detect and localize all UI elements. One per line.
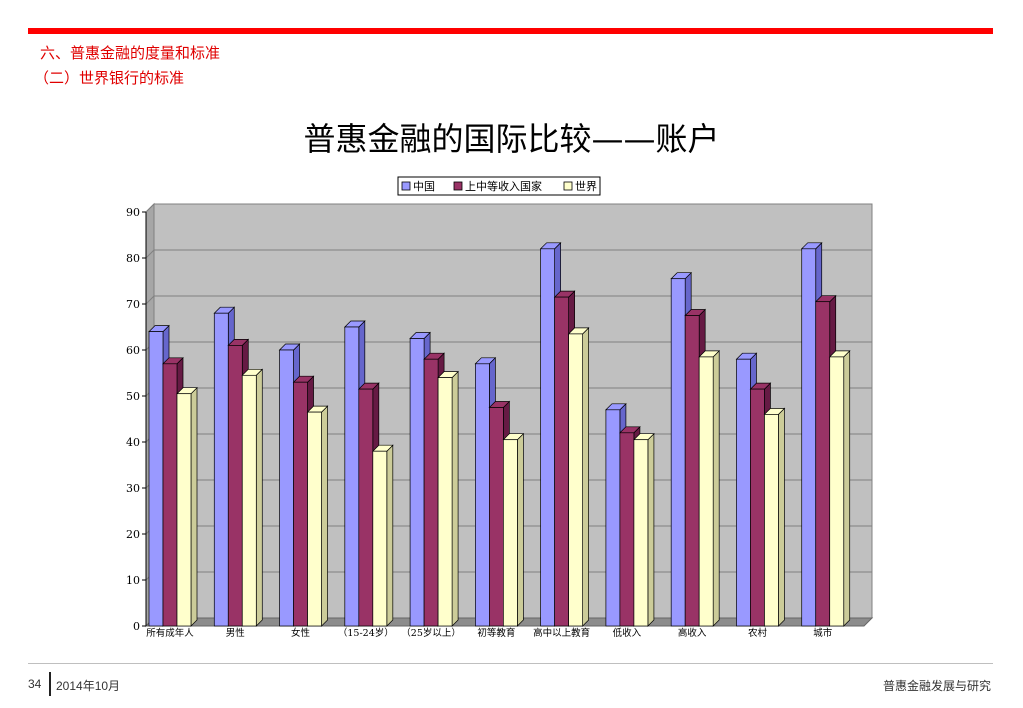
bar-side: [386, 444, 394, 627]
bar-side: [255, 368, 263, 627]
top-accent-bar: [28, 28, 993, 34]
bar: [279, 349, 294, 627]
footer-divider: [28, 663, 993, 664]
bar-side: [712, 350, 720, 627]
bar: [241, 374, 257, 627]
x-tick-label: 高收入: [678, 627, 707, 639]
gridline-side: [145, 295, 155, 305]
y-tick-label: 30: [126, 482, 140, 495]
bar: [503, 439, 518, 627]
bar: [633, 439, 649, 627]
footer-organization: 普惠金融发展与研究: [882, 679, 991, 693]
bar: [670, 278, 686, 627]
y-tick-label: 90: [126, 206, 140, 219]
bar: [736, 358, 751, 627]
gridline-side: [145, 249, 155, 259]
footer-separator: [49, 672, 51, 696]
x-tick-label: （15-24岁）: [338, 627, 394, 639]
bar-side: [843, 350, 851, 627]
bar-side: [582, 327, 589, 627]
y-tick-label: 70: [126, 298, 140, 311]
y-tick-label: 20: [126, 528, 140, 541]
y-tick-label: 80: [126, 252, 140, 265]
x-tick-label: 男性: [226, 627, 246, 639]
bar-side: [190, 386, 198, 627]
legend-swatch: [401, 181, 411, 191]
bar: [605, 409, 621, 627]
subsection-title: （二）世界银行的标准: [34, 69, 185, 87]
bar: [307, 411, 322, 627]
bar-side: [451, 370, 459, 627]
x-tick-label: 女性: [291, 627, 311, 639]
legend-swatch: [453, 181, 463, 191]
bar: [554, 296, 569, 627]
section-title: 六、普惠金融的度量和标准: [40, 44, 221, 62]
bar: [162, 363, 178, 627]
bar: [358, 388, 374, 627]
bar: [619, 432, 635, 627]
bar: [176, 393, 192, 627]
x-tick-label: 低收入: [613, 627, 642, 639]
legend-label: 上中等收入国家: [465, 179, 542, 193]
bar: [764, 414, 779, 627]
bar: [344, 326, 360, 627]
slide-title: 普惠金融的国际比较——账户: [303, 120, 720, 158]
gridline-side: [145, 203, 155, 213]
bar: [213, 312, 229, 627]
bar: [540, 248, 555, 627]
bar: [423, 358, 439, 627]
x-tick-label: 初等教育: [477, 627, 515, 639]
bar: [293, 381, 308, 627]
legend-box: [397, 176, 601, 196]
x-tick-label: 农村: [748, 627, 768, 639]
bar-side: [647, 432, 655, 627]
bar: [475, 363, 490, 627]
x-tick-label: 所有成年人: [146, 627, 194, 639]
y-tick-label: 50: [126, 390, 140, 403]
bar: [684, 315, 700, 627]
bar: [148, 331, 164, 627]
bar: [829, 356, 845, 627]
bar-side: [321, 405, 328, 627]
page-number: 34: [28, 677, 42, 691]
bar-side: [778, 407, 785, 627]
legend-label: 中国: [413, 180, 435, 193]
y-tick-label: 0: [133, 620, 140, 633]
x-tick-label: 高中以上教育: [533, 627, 590, 639]
bar: [750, 388, 765, 627]
bar: [437, 377, 453, 627]
y-tick-label: 10: [126, 574, 140, 587]
bar: [801, 248, 817, 627]
bar: [568, 333, 583, 627]
bar: [409, 338, 425, 627]
legend: 中国 上中等收入国家 世界: [397, 176, 601, 196]
bar: [815, 301, 831, 627]
x-tick-label: （25岁以上）: [401, 627, 461, 639]
y-tick-label: 60: [126, 344, 140, 357]
x-tick-label: 城市: [813, 627, 833, 639]
bar-side: [517, 432, 524, 627]
footer-date: 2014年10月: [56, 679, 121, 693]
bar: [489, 407, 504, 627]
bar: [372, 450, 388, 627]
bar: [698, 356, 714, 627]
bar: [227, 345, 243, 627]
y-tick-label: 40: [126, 436, 140, 449]
legend-swatch: [563, 181, 573, 191]
legend-label: 世界: [575, 180, 597, 193]
